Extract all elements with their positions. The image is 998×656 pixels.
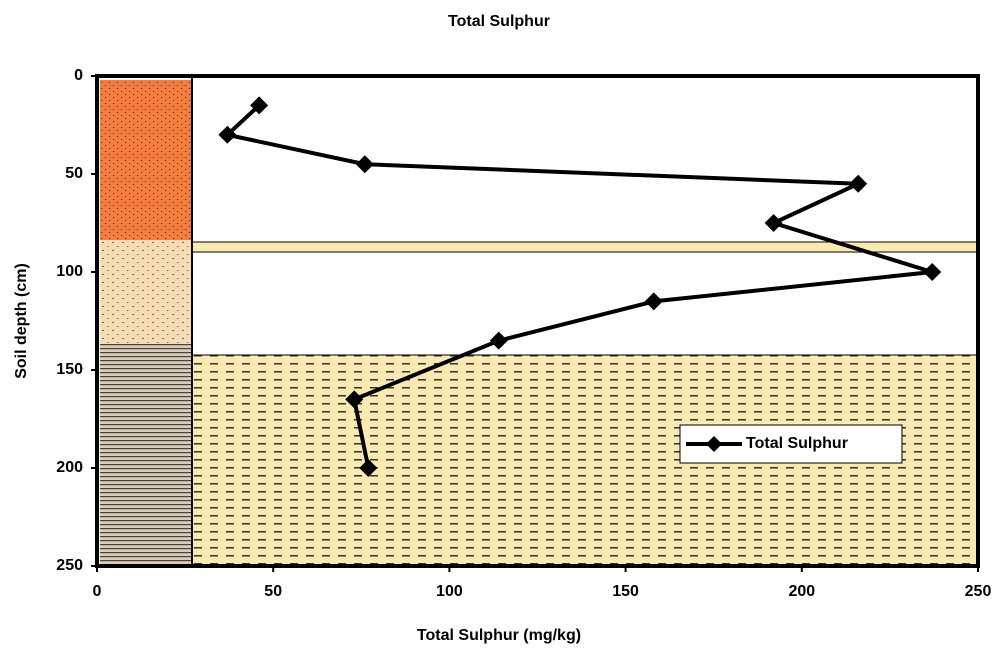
series-line (223, 103, 933, 469)
plot-frame (95, 74, 980, 568)
soil-column-layer (100, 344, 192, 566)
legend-label: Total Sulphur (746, 435, 848, 452)
data-point (849, 174, 868, 193)
soil-band (193, 242, 978, 252)
y-tick-label: 0 (74, 67, 83, 84)
data-point (764, 214, 783, 232)
y-tick-label: 100 (56, 263, 83, 280)
data-point (345, 390, 364, 409)
soil-column-layer (100, 80, 192, 240)
data-point (355, 155, 374, 174)
x-axis-label: Total Sulphur (mg/kg) (417, 627, 581, 644)
x-tick-label: 200 (788, 583, 815, 600)
chart-title: Total Sulphur (448, 13, 550, 30)
data-point (923, 263, 942, 281)
x-tick-label: 100 (436, 583, 463, 600)
y-tick-label: 50 (65, 165, 83, 182)
data-point (489, 331, 508, 350)
data-point (359, 459, 378, 477)
y-tick-label: 250 (56, 557, 83, 574)
data-point (218, 125, 237, 144)
legend-marker (706, 436, 722, 452)
y-axis-label: Soil depth (cm) (13, 263, 30, 379)
x-tick-label: 150 (612, 583, 639, 600)
soil-column-layer (100, 240, 192, 344)
soil-layers (100, 78, 978, 566)
data-point (250, 96, 269, 115)
y-tick-label: 200 (56, 459, 83, 476)
data-point (644, 292, 663, 311)
x-tick-label: 0 (93, 583, 102, 600)
x-tick-label: 250 (965, 583, 992, 600)
y-tick-label: 150 (56, 361, 83, 378)
x-tick-label: 50 (264, 583, 282, 600)
